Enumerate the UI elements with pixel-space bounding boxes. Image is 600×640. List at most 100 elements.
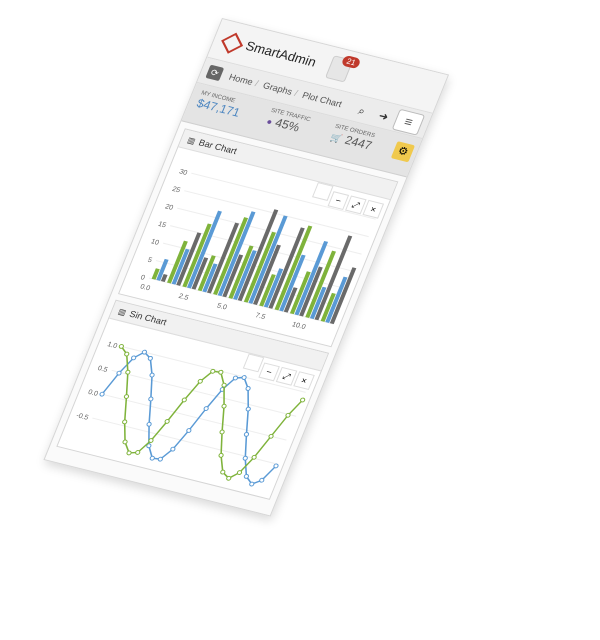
- data-point: [243, 431, 250, 437]
- data-point: [218, 452, 224, 458]
- data-point: [273, 463, 279, 469]
- data-point: [197, 378, 203, 384]
- y-tick-label: 1.0: [106, 341, 118, 350]
- grid-line: [111, 369, 297, 417]
- data-point: [245, 406, 251, 412]
- data-point: [236, 470, 243, 475]
- data-point: [268, 433, 274, 439]
- data-point: [170, 446, 176, 452]
- bar: [151, 268, 160, 280]
- data-point: [99, 391, 105, 397]
- bar: [176, 232, 202, 286]
- bar: [289, 271, 311, 315]
- income-stat: MY INCOME $47,171: [195, 90, 245, 119]
- bar: [253, 244, 281, 305]
- bar: [248, 215, 288, 304]
- bar: [325, 276, 348, 323]
- bar: [171, 248, 190, 285]
- bar: [191, 257, 209, 290]
- bar: [283, 287, 298, 313]
- data-point: [146, 443, 152, 449]
- data-point: [148, 396, 154, 402]
- bar: [202, 263, 218, 293]
- bar: [274, 225, 313, 311]
- bar: [259, 274, 276, 307]
- y-tick-label: 25: [171, 186, 181, 194]
- data-point: [141, 349, 148, 355]
- data-point: [300, 397, 306, 403]
- bar: [222, 254, 244, 298]
- data-point: [243, 473, 250, 479]
- bar-chart-widget: ▥Bar Chart − ⤢ × 0 5 10 15 20 25 30 0.0 2.5 5.0 7.5 1…: [117, 128, 399, 348]
- y-tick-label: 0.0: [87, 389, 99, 398]
- bar: [237, 209, 279, 302]
- data-point: [118, 343, 124, 349]
- menu-icon[interactable]: ≡: [391, 108, 426, 136]
- notifications-button[interactable]: 21: [324, 54, 362, 83]
- breadcrumb-graphs[interactable]: Graphs: [261, 80, 294, 97]
- bar: [320, 292, 336, 322]
- y-tick-label: 20: [164, 203, 174, 211]
- data-point: [164, 419, 170, 424]
- bar: [167, 240, 188, 284]
- data-point: [221, 403, 227, 409]
- data-point: [259, 477, 265, 483]
- data-point: [249, 481, 255, 487]
- data-point: [149, 372, 155, 378]
- x-tick-label: 2.5: [177, 293, 189, 302]
- data-point: [122, 419, 128, 425]
- refresh-icon[interactable]: ⟳: [205, 64, 225, 82]
- data-point: [210, 368, 216, 374]
- traffic-stat: SITE TRAFFIC ● 45%: [265, 108, 311, 136]
- bar: [329, 267, 357, 325]
- bar: [263, 268, 284, 308]
- bar-chart-plot: 0 5 10 15 20 25 30 0.0 2.5 5.0 7.5 10.0: [139, 168, 376, 331]
- bar: [217, 211, 256, 297]
- y-tick-label: 5: [146, 257, 152, 264]
- bar: [309, 286, 327, 320]
- bar: [314, 235, 353, 321]
- sin-chart-plot: 1.0 0.5 0.0 -0.5: [75, 341, 306, 487]
- sin-chart-widget: ▥Sin Chart − ⤢ × 1.0 0.5 0.0 -0.5: [56, 299, 330, 500]
- bar: [213, 217, 249, 296]
- data-point: [285, 412, 291, 418]
- x-tick-label: 7.5: [254, 312, 266, 321]
- bar: [206, 222, 240, 294]
- bar: [305, 250, 336, 318]
- data-point: [242, 455, 248, 461]
- data-point: [116, 370, 122, 376]
- breadcrumb-separator: /: [292, 88, 300, 99]
- data-point: [131, 355, 137, 361]
- data-point: [251, 454, 257, 460]
- bar: [228, 245, 254, 299]
- data-point: [241, 375, 247, 380]
- bar: [243, 231, 276, 303]
- gear-icon[interactable]: ⚙: [390, 141, 416, 163]
- y-tick-label: 0: [139, 274, 145, 281]
- y-tick-label: 0.5: [97, 365, 109, 374]
- data-point: [148, 438, 154, 443]
- data-point: [226, 475, 232, 481]
- data-point: [181, 397, 187, 403]
- logo-icon: [221, 32, 244, 54]
- data-point: [146, 421, 152, 427]
- bar: [186, 210, 222, 289]
- data-point: [126, 450, 132, 456]
- y-tick-label: 30: [178, 168, 188, 176]
- bar: [182, 223, 212, 288]
- bar: [233, 250, 257, 300]
- grid-line: [101, 393, 287, 441]
- chart-icon: ▥: [116, 306, 128, 318]
- notification-badge: 21: [340, 54, 362, 70]
- breadcrumb-plot-chart: Plot Chart: [300, 90, 344, 110]
- data-point: [135, 450, 141, 455]
- data-point: [220, 469, 226, 475]
- data-point: [124, 351, 130, 357]
- phone-screen: SmartAdmin 21 ⟳ Home/ Graphs/ Plot Chart…: [43, 18, 450, 517]
- breadcrumb-home[interactable]: Home: [227, 71, 255, 88]
- data-point: [147, 355, 153, 361]
- y-tick-label: -0.5: [75, 412, 89, 421]
- bar-chart-title: Bar Chart: [197, 137, 239, 157]
- bar: [156, 258, 169, 281]
- data-point: [123, 394, 130, 399]
